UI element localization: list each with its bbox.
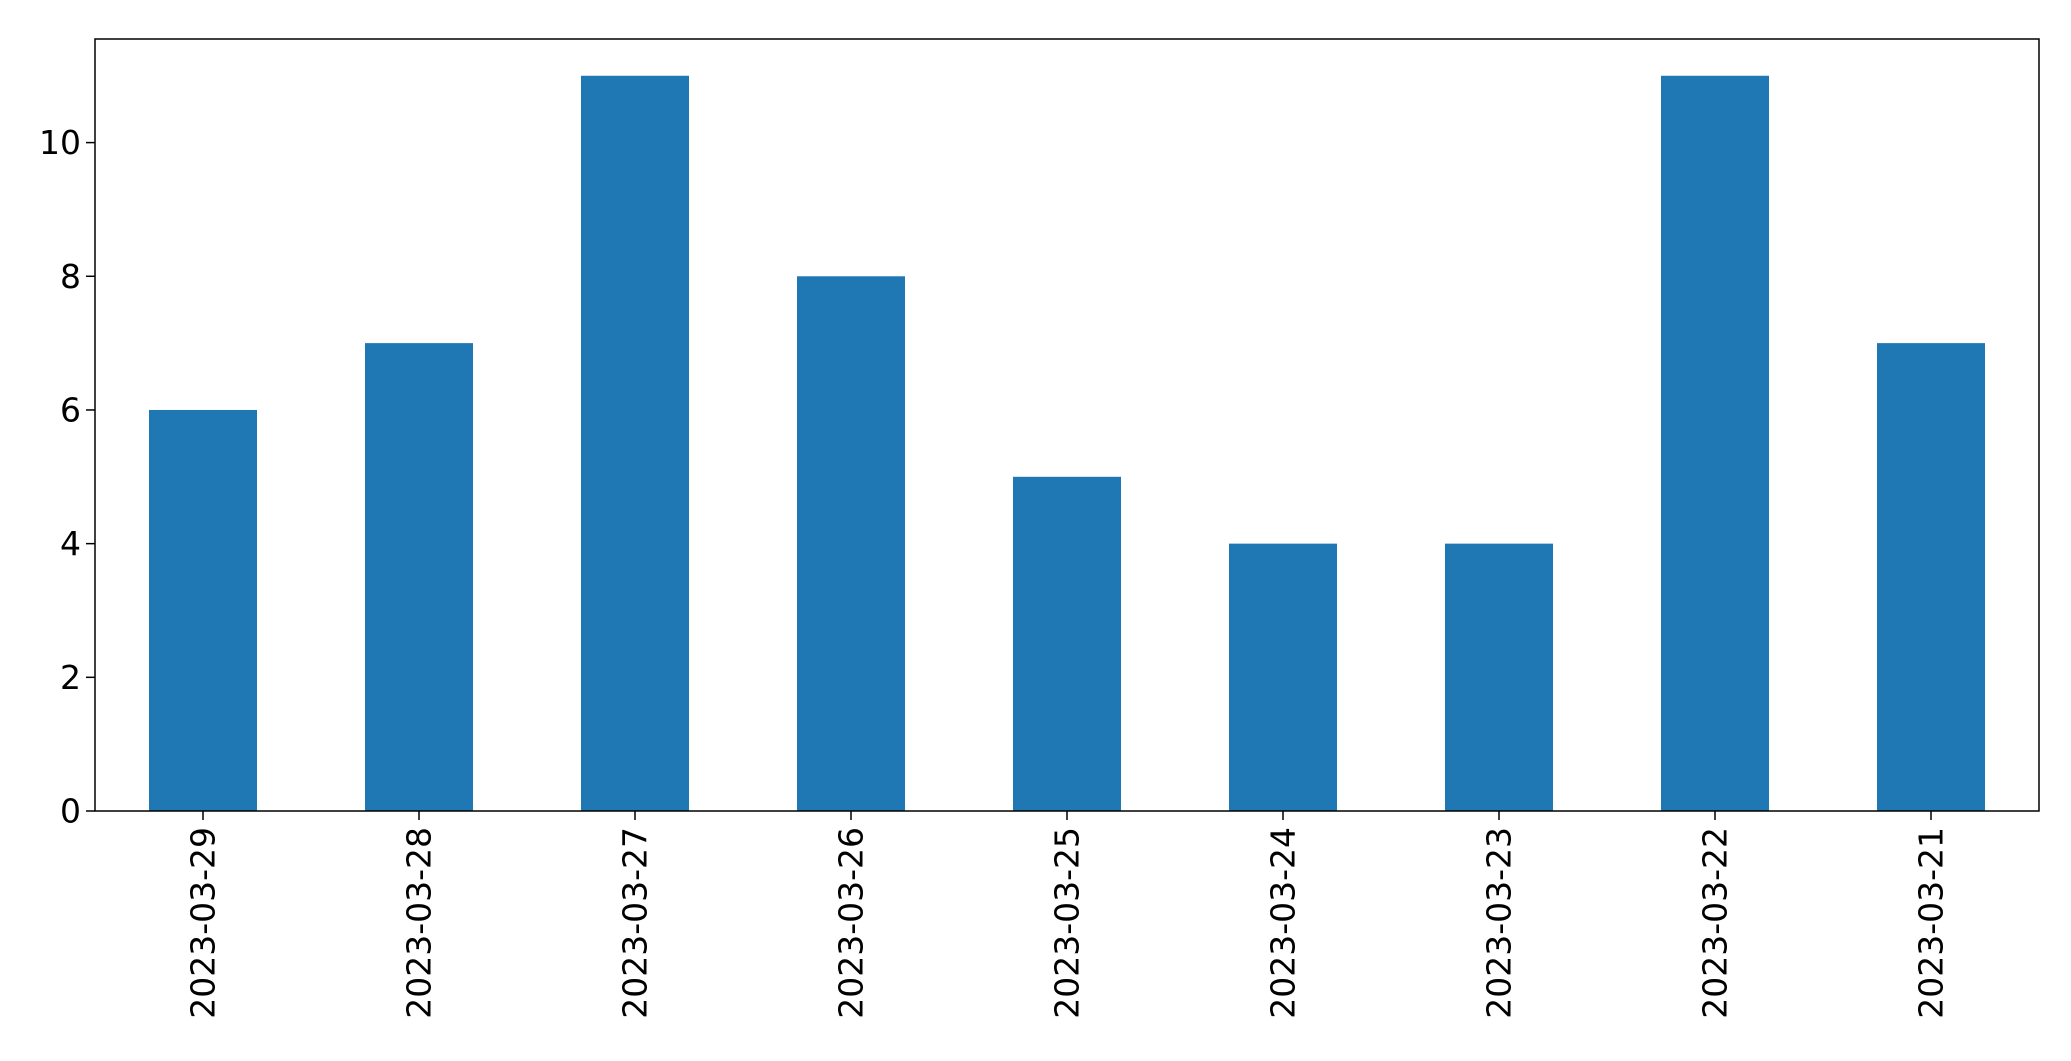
bar-2023-03-26 xyxy=(797,276,905,811)
bar-2023-03-22 xyxy=(1661,75,1769,811)
bar-2023-03-24 xyxy=(1229,543,1337,811)
x-tick-label: 2023-03-27 xyxy=(616,827,655,1019)
x-tick-label: 2023-03-28 xyxy=(400,827,439,1019)
y-tick-label: 0 xyxy=(60,792,81,831)
y-tick-label: 8 xyxy=(60,257,81,296)
x-tick-label: 2023-03-25 xyxy=(1048,827,1087,1019)
y-tick-label: 6 xyxy=(60,390,81,429)
y-tick-label: 2 xyxy=(60,658,81,697)
x-axis: 2023-03-29 2023-03-28 2023-03-27 2023-03-26… xyxy=(184,811,1951,1019)
bars-group xyxy=(149,75,1985,811)
x-tick-label: 2023-03-26 xyxy=(832,827,871,1019)
x-tick-label: 2023-03-21 xyxy=(1912,827,1951,1019)
bar-2023-03-28 xyxy=(365,343,473,811)
plot-frame xyxy=(94,38,2040,812)
bar-2023-03-27 xyxy=(581,75,689,811)
y-tick-label: 10 xyxy=(39,123,81,162)
x-tick-label: 2023-03-29 xyxy=(184,827,223,1019)
y-tick-label: 4 xyxy=(60,524,81,563)
bar-2023-03-29 xyxy=(149,409,257,811)
bar-2023-03-21 xyxy=(1877,343,1985,811)
bar-2023-03-23 xyxy=(1445,543,1553,811)
bar-2023-03-25 xyxy=(1013,476,1121,811)
x-tick-label: 2023-03-22 xyxy=(1696,827,1735,1019)
y-axis: 0 2 4 6 8 10 xyxy=(39,123,95,831)
x-tick-label: 2023-03-24 xyxy=(1264,827,1303,1019)
x-tick-label: 2023-03-23 xyxy=(1480,827,1519,1019)
